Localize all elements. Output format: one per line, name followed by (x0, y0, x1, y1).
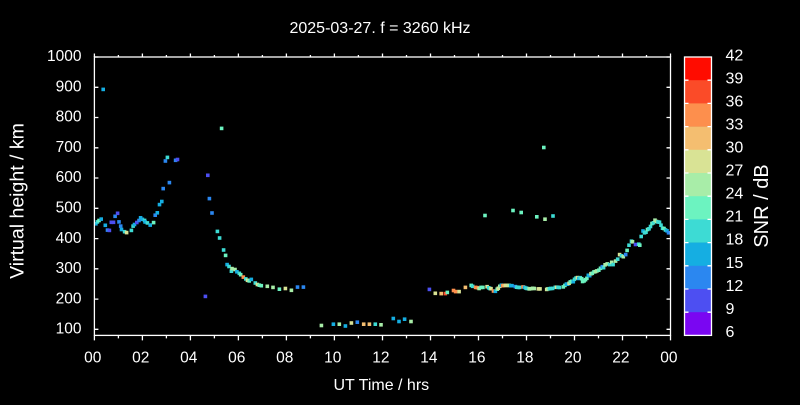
svg-text:600: 600 (56, 169, 82, 186)
svg-text:100: 100 (56, 321, 82, 338)
svg-text:SNR / dB: SNR / dB (751, 164, 773, 247)
svg-text:18: 18 (726, 232, 744, 249)
svg-text:12: 12 (372, 350, 389, 367)
svg-text:1000: 1000 (47, 48, 82, 65)
svg-text:00: 00 (84, 350, 102, 367)
svg-text:700: 700 (56, 139, 82, 156)
svg-text:2025-03-27. f = 3260 kHz: 2025-03-27. f = 3260 kHz (289, 20, 470, 37)
svg-text:500: 500 (56, 200, 82, 217)
svg-text:02: 02 (132, 350, 149, 367)
svg-text:400: 400 (56, 230, 82, 247)
svg-text:900: 900 (56, 79, 82, 96)
svg-text:42: 42 (726, 47, 744, 64)
svg-text:6: 6 (726, 324, 735, 341)
svg-text:16: 16 (468, 350, 485, 367)
svg-text:20: 20 (564, 350, 582, 367)
svg-text:10: 10 (324, 350, 342, 367)
svg-text:200: 200 (56, 290, 82, 307)
svg-text:30: 30 (726, 140, 744, 157)
svg-text:39: 39 (726, 70, 744, 87)
svg-text:18: 18 (516, 350, 533, 367)
svg-text:300: 300 (56, 260, 82, 277)
svg-text:UT Time / hrs: UT Time / hrs (333, 377, 429, 394)
svg-text:800: 800 (56, 109, 82, 126)
svg-text:15: 15 (726, 255, 744, 272)
svg-text:24: 24 (726, 186, 744, 203)
svg-text:12: 12 (726, 278, 744, 295)
svg-text:21: 21 (726, 209, 744, 226)
svg-text:Virtual height / km: Virtual height / km (7, 123, 29, 279)
svg-text:27: 27 (726, 163, 744, 180)
svg-text:00: 00 (660, 350, 678, 367)
svg-text:33: 33 (726, 117, 744, 134)
svg-text:36: 36 (726, 93, 744, 110)
svg-text:9: 9 (726, 301, 735, 318)
svg-text:22: 22 (612, 350, 629, 367)
svg-text:08: 08 (276, 350, 293, 367)
svg-text:04: 04 (180, 350, 198, 367)
svg-text:14: 14 (420, 350, 438, 367)
svg-text:06: 06 (228, 350, 245, 367)
